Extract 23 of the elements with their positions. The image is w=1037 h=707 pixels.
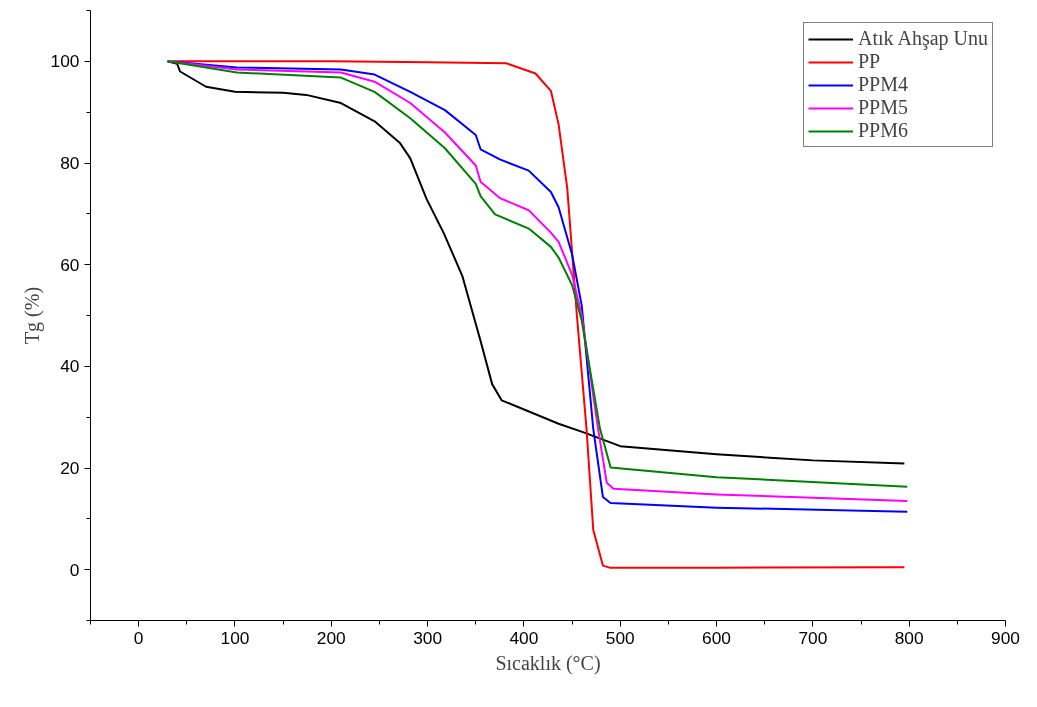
x-tick-label: 400 [509, 627, 539, 648]
legend-label: PPM4 [858, 73, 909, 96]
x-tick-label: 800 [894, 627, 924, 648]
legend-label: PPM6 [858, 119, 909, 142]
legend-label: PPM5 [858, 96, 909, 119]
y-tick-label: 0 [69, 559, 80, 580]
x-tick-label: 300 [413, 627, 443, 648]
x-tick-label: 100 [220, 627, 250, 648]
x-tick-label: 900 [991, 627, 1020, 648]
x-axis-title: Sıcaklık (°C) [495, 651, 601, 675]
legend-label: Atık Ahşap Unu [858, 27, 988, 50]
y-tick-label: 80 [60, 153, 80, 173]
x-tick-label: 0 [133, 627, 144, 648]
x-tick-label: 200 [316, 627, 346, 648]
y-tick-label: 60 [60, 254, 80, 275]
x-tick-label: 500 [605, 627, 635, 648]
y-tick-label: 40 [60, 356, 80, 377]
x-tick-label: 700 [798, 627, 828, 648]
legend-label: PP [858, 50, 881, 73]
y-tick-label: 100 [50, 51, 80, 72]
y-tick-label: 20 [60, 458, 80, 478]
x-tick-label: 600 [702, 627, 732, 648]
y-axis-title: Tg (%) [20, 286, 44, 345]
